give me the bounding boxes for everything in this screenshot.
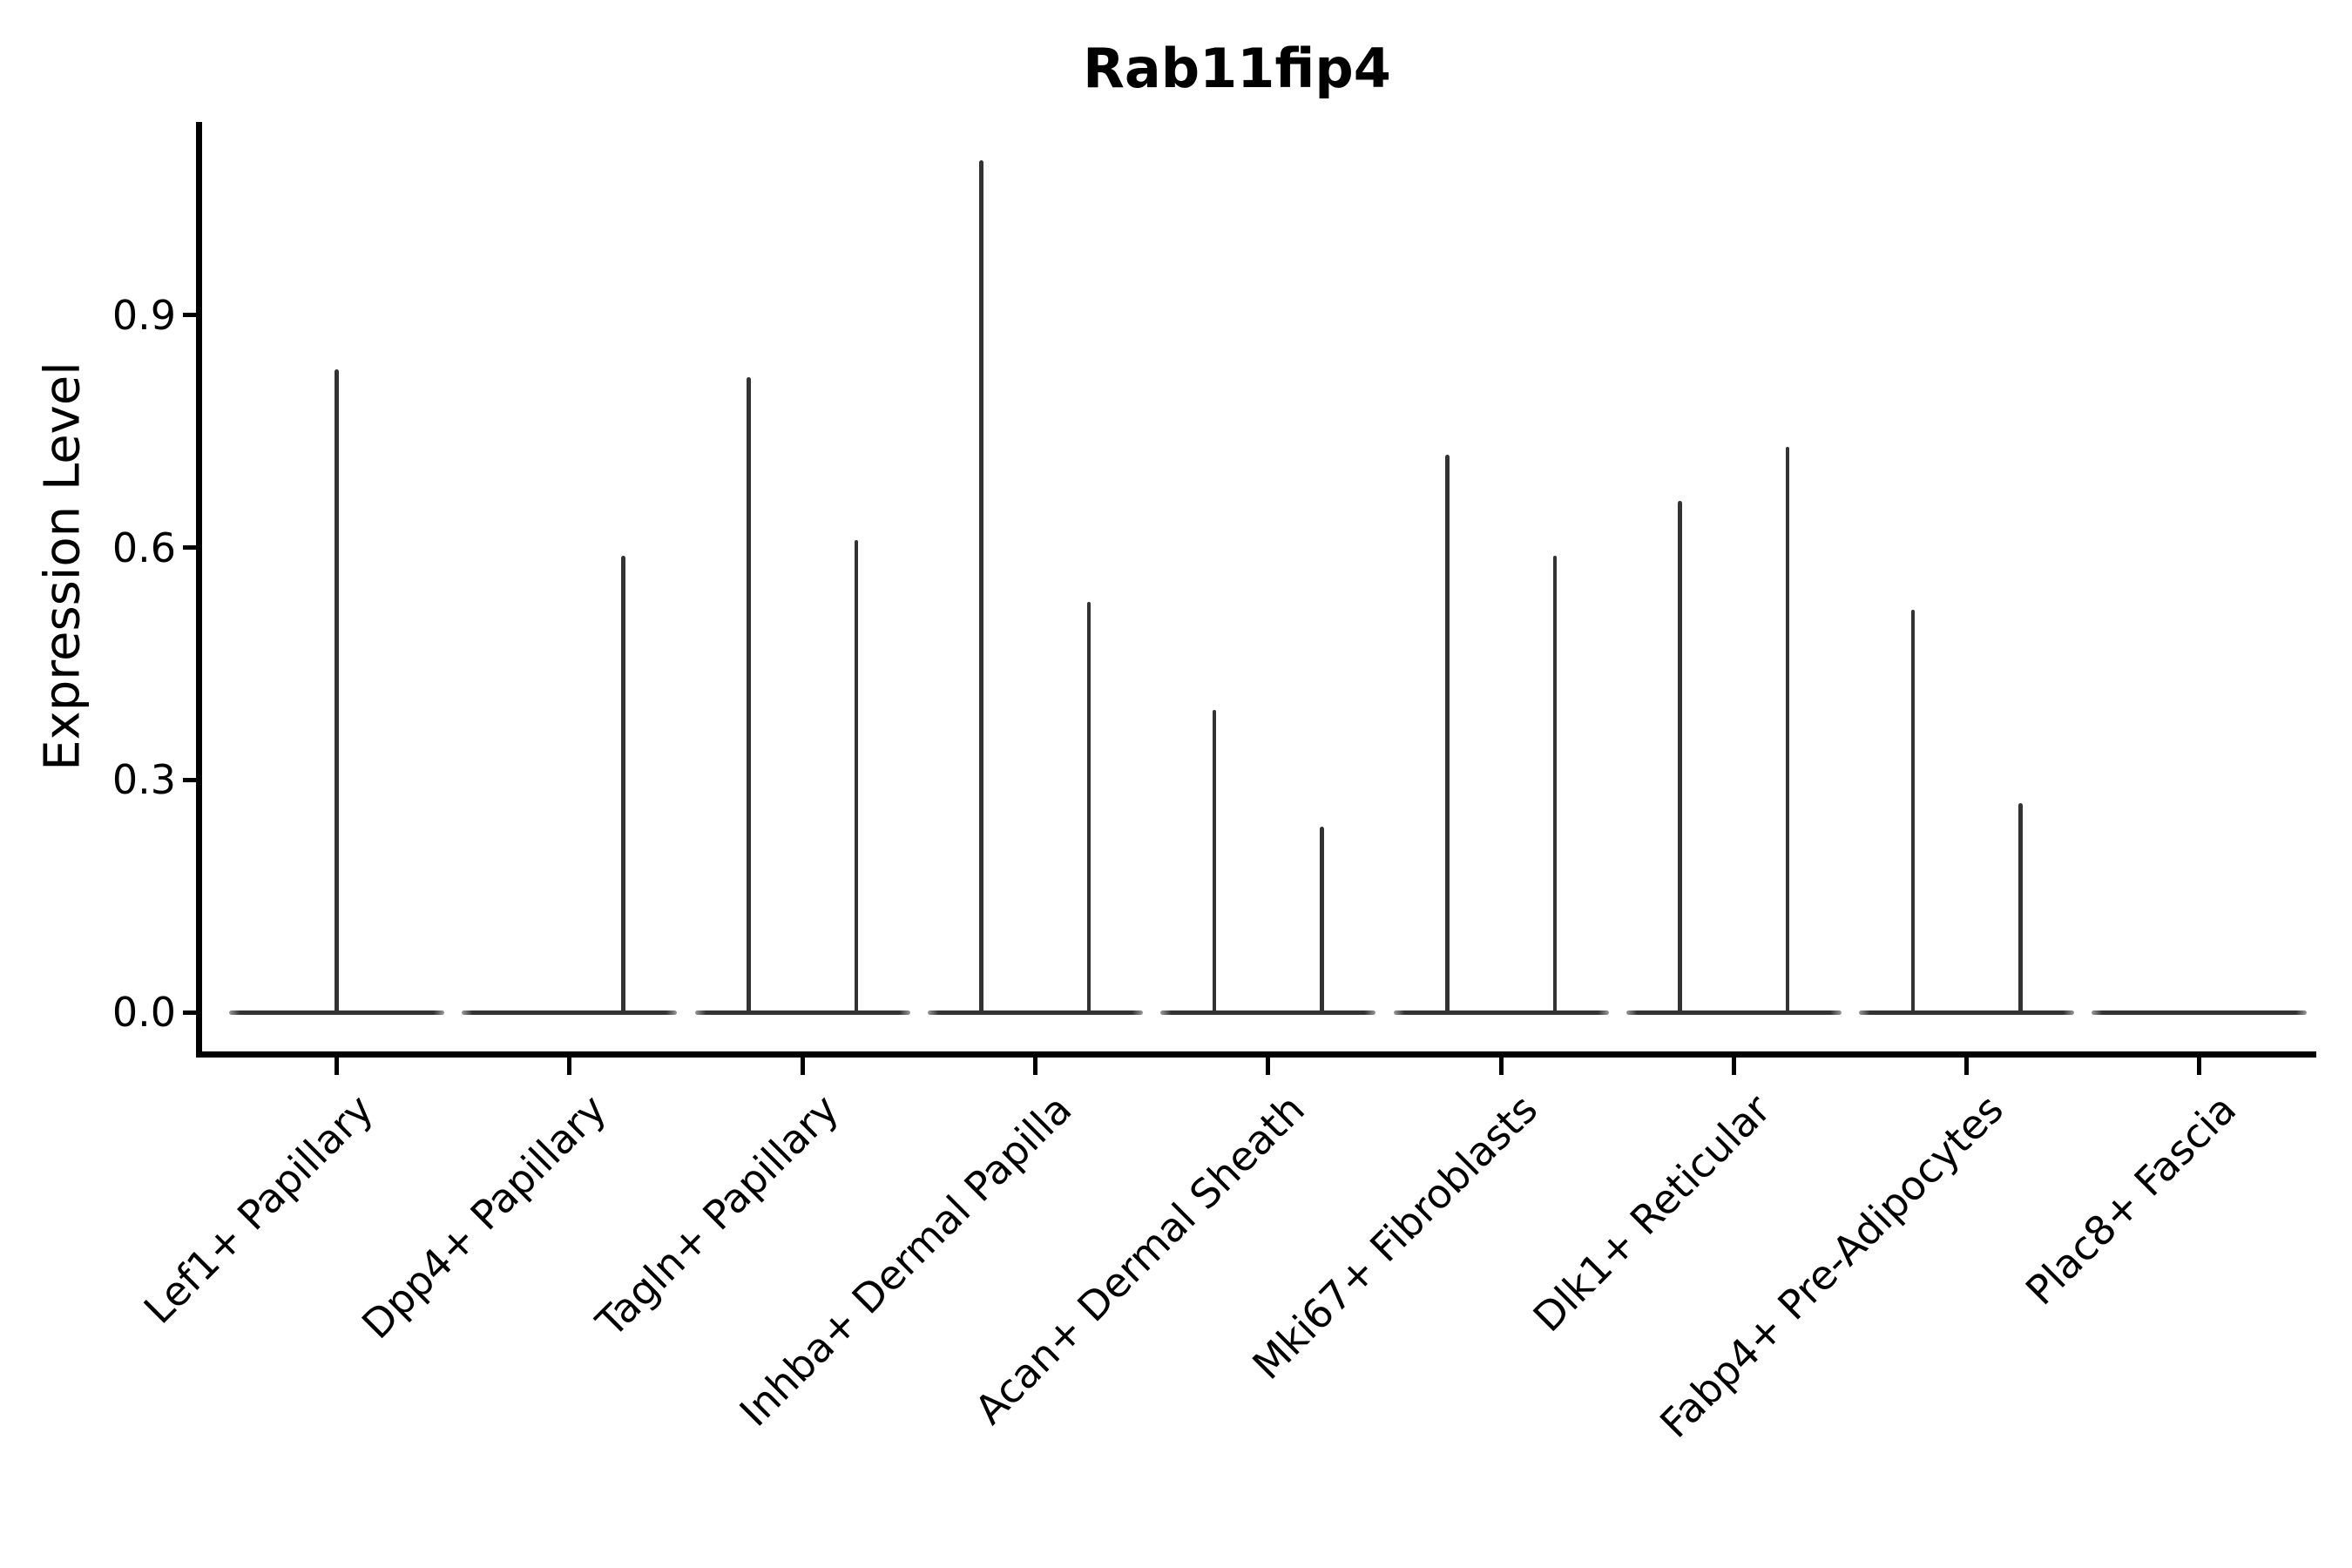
x-tick-label: Dlk1+ Reticular xyxy=(1524,1085,1780,1342)
violin-spike xyxy=(979,160,983,1014)
violin-spike xyxy=(1910,609,1916,1014)
x-tick xyxy=(2197,1058,2202,1075)
y-tick xyxy=(183,1010,196,1015)
y-tick-label: 0.3 xyxy=(112,756,176,804)
x-tick xyxy=(567,1058,572,1075)
violin-baseline xyxy=(694,1010,910,1015)
y-tick-label: 0.9 xyxy=(112,291,176,339)
violin-spike xyxy=(1445,454,1450,1014)
violin-spike xyxy=(747,377,751,1014)
y-tick xyxy=(183,777,196,782)
violin-spike xyxy=(1212,710,1217,1014)
y-axis-title: Expression Level xyxy=(34,362,91,771)
x-tick xyxy=(1266,1058,1271,1075)
violin-baseline xyxy=(1859,1010,2075,1015)
violin-baseline xyxy=(1625,1010,1842,1015)
violin-baseline xyxy=(1160,1010,1376,1015)
violin-spike xyxy=(854,539,859,1014)
violin-spike xyxy=(2018,802,2023,1014)
x-tick-label: Plac8+ Fascia xyxy=(2016,1085,2246,1315)
violin-baseline xyxy=(2092,1010,2308,1015)
y-tick xyxy=(183,545,196,551)
x-tick xyxy=(1498,1058,1504,1075)
x-axis-line xyxy=(196,1051,2316,1058)
x-tick xyxy=(1964,1058,1970,1075)
y-tick-label: 0.6 xyxy=(112,524,176,571)
violin-baseline xyxy=(927,1010,1143,1015)
y-tick-label: 0.0 xyxy=(112,989,176,1036)
violin-spike xyxy=(1086,601,1092,1014)
x-tick xyxy=(1731,1058,1736,1075)
x-tick xyxy=(800,1058,805,1075)
violin-spike xyxy=(335,369,339,1014)
x-tick-label: Dpp4+ Papillary xyxy=(352,1085,615,1348)
x-tick-label: Lef1+ Papillary xyxy=(134,1085,382,1333)
violin-spike xyxy=(1678,501,1682,1014)
chart-title: Rab11fip4 xyxy=(1083,37,1391,100)
violin-spike xyxy=(1320,826,1324,1014)
y-tick xyxy=(183,313,196,318)
violin-spike xyxy=(621,555,625,1014)
violin-spike xyxy=(1785,447,1790,1014)
x-tick xyxy=(335,1058,339,1075)
x-tick xyxy=(1032,1058,1037,1075)
violin-baseline xyxy=(1393,1010,1609,1015)
y-axis-line xyxy=(196,122,202,1058)
violin-spike xyxy=(1552,555,1557,1014)
violin-baseline xyxy=(462,1010,678,1015)
x-tick-label: Tagln+ Papillary xyxy=(587,1085,848,1346)
